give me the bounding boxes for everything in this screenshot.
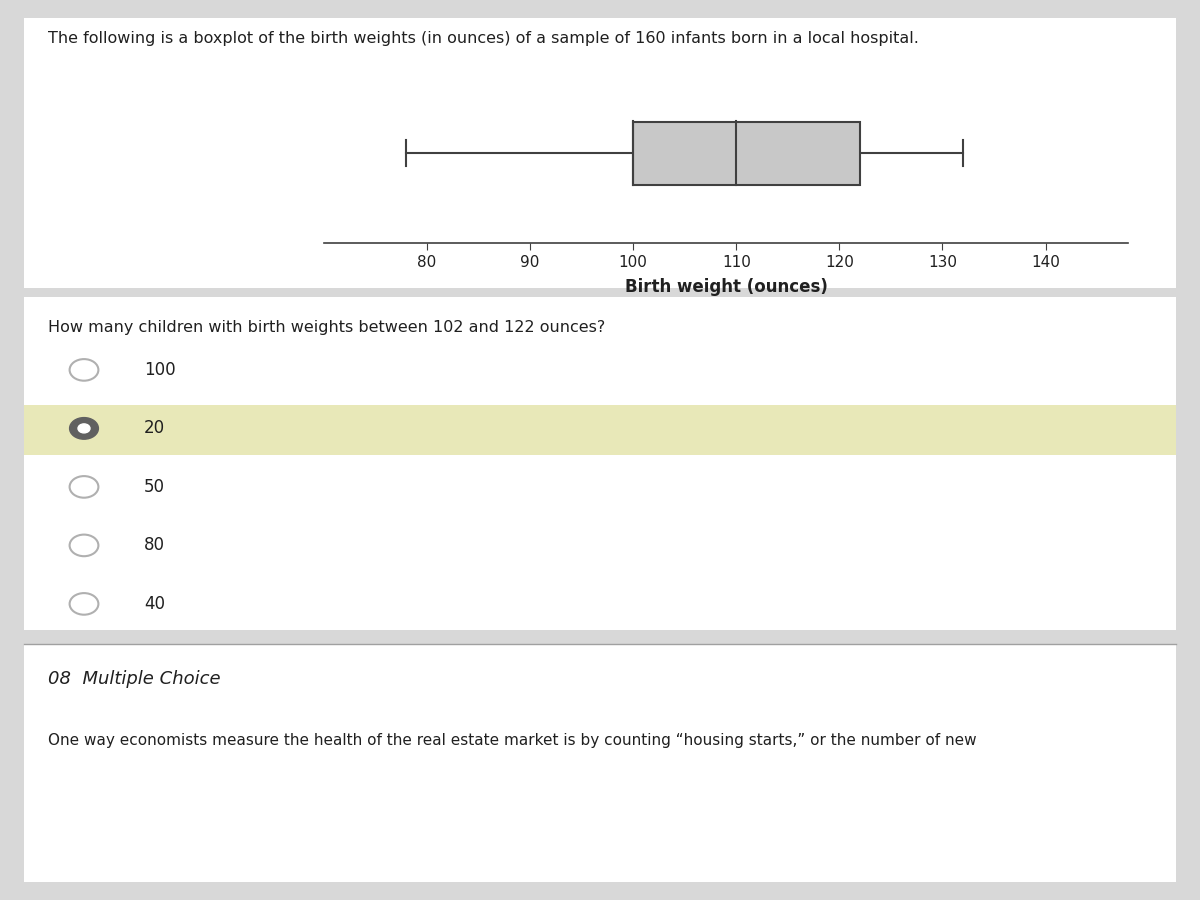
X-axis label: Birth weight (ounces): Birth weight (ounces) (624, 278, 828, 296)
Text: The following is a boxplot of the birth weights (in ounces) of a sample of 160 i: The following is a boxplot of the birth … (48, 32, 919, 47)
Circle shape (78, 424, 90, 433)
Circle shape (70, 418, 98, 439)
Text: 40: 40 (144, 595, 166, 613)
FancyBboxPatch shape (24, 405, 1176, 454)
Text: 50: 50 (144, 478, 166, 496)
Bar (634, 122, 860, 184)
Text: One way economists measure the health of the real estate market is by counting “: One way economists measure the health of… (48, 734, 977, 749)
Text: How many children with birth weights between 102 and 122 ounces?: How many children with birth weights bet… (48, 320, 605, 335)
Text: 20: 20 (144, 419, 166, 437)
FancyBboxPatch shape (24, 18, 1176, 288)
Text: 100: 100 (144, 361, 175, 379)
Text: 08  Multiple Choice: 08 Multiple Choice (48, 670, 221, 688)
FancyBboxPatch shape (24, 297, 1176, 630)
FancyBboxPatch shape (24, 644, 1176, 882)
Text: 80: 80 (144, 536, 166, 554)
